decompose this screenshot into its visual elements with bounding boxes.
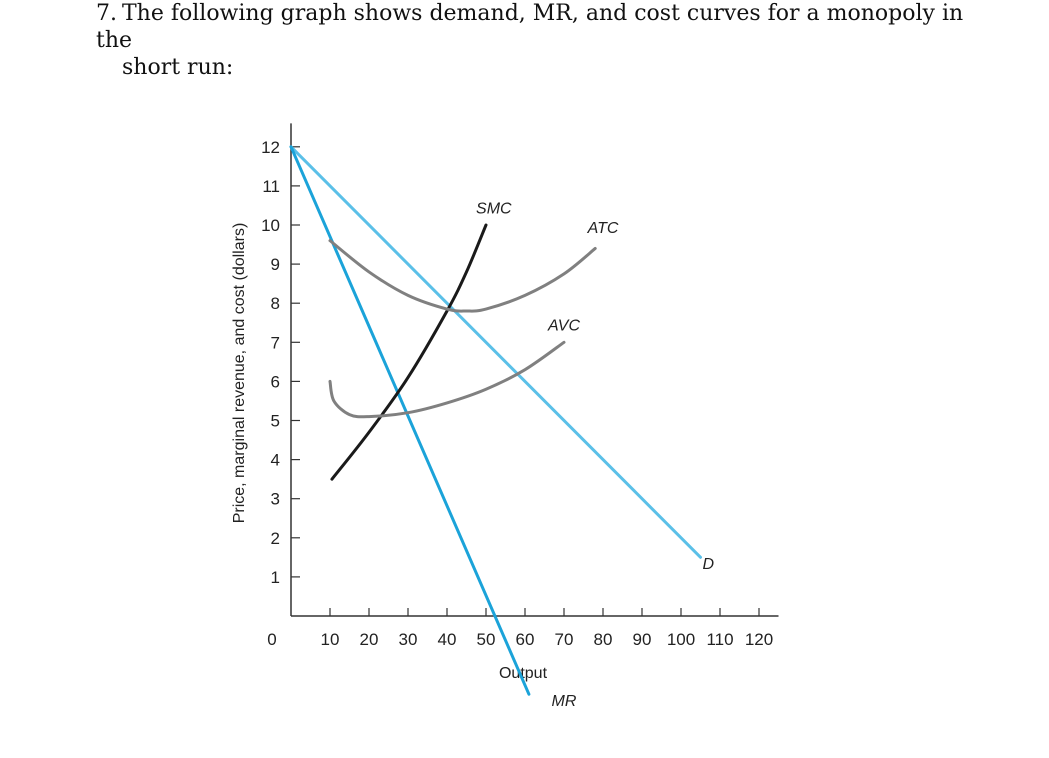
question-number: 7. [96,1,117,26]
x-tick-label: 100 [667,630,695,649]
x-tick-label: 10 [321,630,340,649]
curve-smc [330,223,488,481]
x-tick-label: 120 [745,630,773,649]
x-axis-title: Output [499,665,548,682]
curve-mr [289,145,531,696]
x-tick-label: 60 [516,630,535,649]
question-text: 7. The following graph shows demand, MR, … [96,0,996,81]
x-tick-label: 20 [360,630,379,649]
question-line-1-text: The following graph shows demand, MR, an… [96,1,964,53]
curve-atc [328,239,597,313]
y-tick-label: 3 [271,490,280,509]
y-tick-label: 9 [271,255,280,274]
curve-d [289,145,702,559]
question-line-2: short run: [122,55,234,80]
curves [289,145,702,696]
curve-label-smc: SMC [476,200,512,217]
x-tick-label: 70 [555,630,574,649]
curve-label-atc: ATC [587,220,619,237]
y-tick-label: 10 [261,216,280,235]
y-tick-label: 12 [261,138,280,157]
x-tick-label: 80 [594,630,613,649]
labels: SMC ATC AVC D MR [476,200,715,710]
curve-avc [328,340,566,419]
y-axis-title: Price, marginal revenue, and cost (dolla… [231,223,248,524]
origin-label: 0 [267,630,276,649]
y-tick-label: 2 [271,529,280,548]
curve-label-d: D [703,556,715,573]
y-tick-label: 4 [271,451,280,470]
question-line-1: 7. The following graph shows demand, MR, … [96,0,996,54]
y-tick-label: 11 [262,177,280,196]
curve-label-mr: MR [552,693,577,710]
x-tick-label: 50 [477,630,496,649]
y-tick-label: 5 [271,412,280,431]
x-tick-label: 30 [399,630,418,649]
x-tick-label: 40 [438,630,457,649]
y-tick-label: 1 [271,568,280,587]
y-tick-label: 7 [271,333,280,352]
y-tick-label: 6 [271,372,280,391]
y-tick-label: 8 [271,294,280,313]
curve-label-avc: AVC [547,318,580,335]
x-tick-label: 110 [706,630,733,649]
x-tick-label: 90 [633,630,652,649]
